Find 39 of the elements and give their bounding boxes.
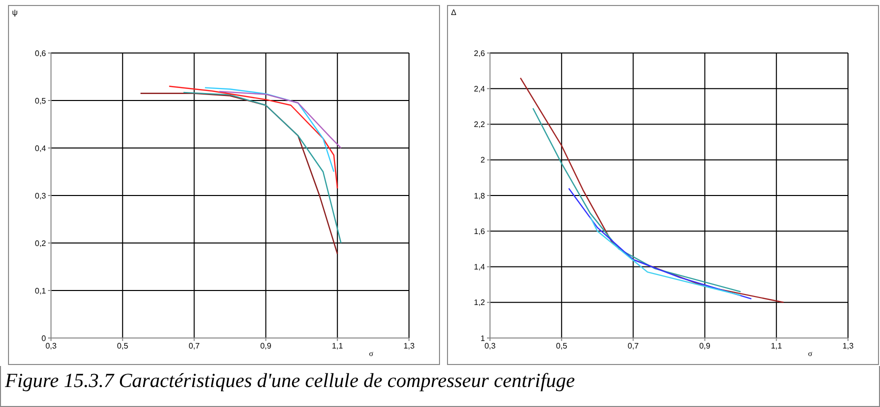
y-tick-label: 1,6 — [474, 226, 486, 236]
x-tick-label: 0,9 — [260, 342, 272, 351]
y-tick-label: 2,2 — [474, 120, 486, 130]
line-series — [590, 216, 742, 296]
x-axis-title: σ — [369, 349, 374, 358]
x-tick-label: 1,3 — [403, 342, 416, 351]
caption: Figure 15.3.7 Caractéristiques d'une cellule de compresseur centrifuge — [5, 370, 575, 393]
line-series — [182, 92, 342, 244]
line-series — [568, 188, 752, 300]
x-tick-label: 0,3 — [45, 342, 58, 351]
y-tick-label: 0 — [42, 334, 47, 343]
y-axis-title: Δ — [451, 8, 456, 17]
x-tick-label: 0,9 — [699, 342, 711, 351]
y-tick-label: 0,2 — [34, 238, 47, 248]
y-tick-label: 0,4 — [34, 144, 47, 153]
line-series — [218, 90, 342, 149]
x-tick-label: 1,3 — [842, 342, 854, 351]
y-tick-label: 0,5 — [34, 96, 47, 106]
y-tick-label: 2 — [480, 156, 486, 165]
x-tick-label: 0,7 — [628, 342, 640, 351]
y-tick-label: 0,1 — [34, 286, 47, 296]
y-tick-label: 2,6 — [474, 48, 486, 58]
x-tick-label: 0,5 — [556, 342, 568, 351]
x-tick-label: 0,7 — [188, 342, 200, 351]
line-series — [168, 86, 338, 189]
y-tick-label: 0,6 — [34, 48, 47, 58]
x-axis-title: σ — [808, 349, 812, 358]
x-tick-label: 1,1 — [332, 342, 344, 351]
y-tick-label: 2,4 — [474, 84, 486, 94]
y-tick-label: 1,4 — [474, 262, 486, 272]
y-tick-label: 0,3 — [34, 191, 47, 200]
y-tick-label: 1,8 — [474, 191, 486, 200]
x-tick-label: 1,1 — [770, 342, 783, 351]
line-series — [204, 87, 334, 172]
y-axis-title: ψ — [12, 8, 18, 17]
line-series — [532, 108, 742, 292]
y-tick-label: 1 — [480, 334, 486, 343]
y-tick-label: 1,2 — [474, 298, 486, 308]
x-tick-label: 0,5 — [117, 342, 129, 351]
